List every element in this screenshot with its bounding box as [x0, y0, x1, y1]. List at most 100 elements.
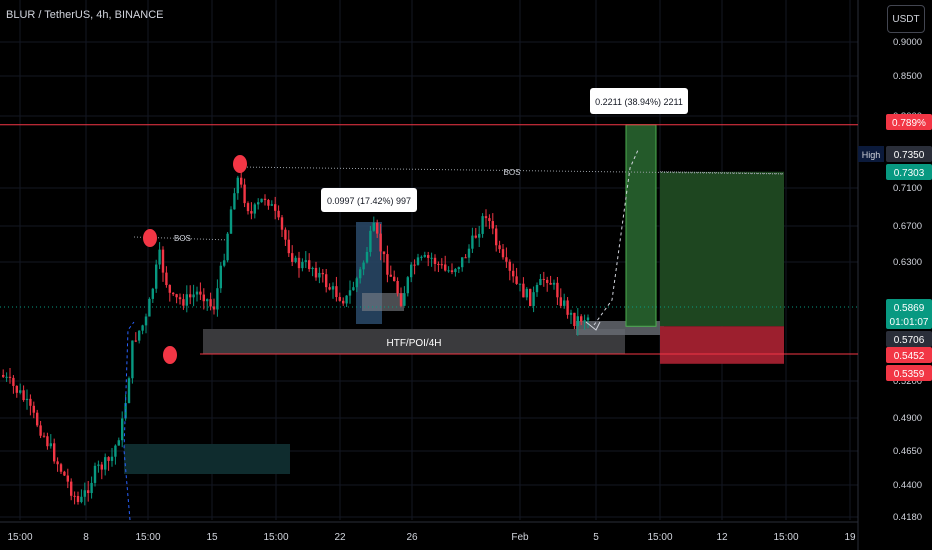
price-tag [886, 164, 932, 180]
profit-zone [660, 171, 784, 327]
candle [12, 377, 15, 386]
candle [488, 218, 491, 222]
candle [471, 235, 474, 249]
candle [192, 294, 195, 298]
candle [216, 288, 219, 310]
candle [83, 490, 86, 497]
measure-label-2-box [590, 88, 688, 114]
measure-box-2 [625, 124, 657, 327]
price-tag [886, 331, 932, 347]
price-tag-label: 0.7350 [894, 150, 925, 161]
price-tag-label: 0.5706 [894, 335, 925, 346]
candle [114, 445, 117, 457]
candle [369, 230, 372, 252]
candle [406, 277, 409, 294]
candle [464, 257, 467, 259]
candle [427, 255, 430, 258]
candle [49, 443, 52, 447]
x-tick-label: 26 [406, 532, 418, 543]
candle [586, 317, 590, 321]
candle [46, 436, 49, 447]
x-tick-label: 15 [206, 532, 218, 543]
y-tick-label: 0.4650 [893, 446, 922, 457]
candle [144, 316, 148, 326]
candle [345, 295, 348, 304]
x-tick-label: 19 [844, 532, 856, 543]
candle [155, 264, 158, 289]
candle [467, 248, 471, 258]
x-tick-label: 15:00 [7, 532, 32, 543]
candle [226, 233, 229, 261]
candle [56, 461, 59, 465]
candle [413, 264, 416, 266]
y-tick-label: 0.4180 [893, 512, 922, 523]
candle [321, 272, 324, 275]
poi-zone [203, 329, 625, 354]
candle [165, 272, 168, 286]
target-line [659, 171, 785, 175]
x-tick-label: Feb [511, 532, 529, 543]
candle [430, 257, 433, 259]
candle [416, 257, 420, 265]
poi-zone-label: HTF/POI/4H [386, 338, 441, 349]
candle [22, 390, 25, 401]
candle [563, 300, 566, 306]
candle [444, 264, 447, 271]
currency-button[interactable]: USDT [887, 5, 925, 33]
candle [518, 283, 522, 285]
candle [161, 249, 165, 273]
candle [549, 282, 552, 285]
candle [461, 257, 464, 268]
candle [454, 269, 457, 273]
price-tag-label: 0.5359 [894, 369, 925, 380]
high-tag-prefix: High [862, 150, 881, 160]
candle [437, 263, 440, 265]
candle [399, 293, 403, 306]
candle [535, 285, 539, 293]
candle [525, 288, 528, 298]
swing-point-marker [143, 229, 157, 247]
candle [189, 294, 192, 298]
candle [15, 385, 18, 393]
candle [100, 464, 103, 470]
measure-label-1-box [321, 188, 417, 212]
candle [515, 276, 518, 284]
candle [433, 257, 437, 264]
candle [491, 221, 494, 229]
candle [280, 217, 284, 230]
candle [236, 177, 239, 194]
candle [260, 198, 263, 203]
candle [121, 418, 124, 441]
candle [539, 278, 542, 286]
y-tick-label: 0.7100 [893, 183, 922, 194]
candle [199, 291, 202, 295]
candle [546, 279, 549, 283]
candle [141, 325, 144, 331]
candle [556, 282, 559, 298]
swing-point-marker [233, 155, 247, 173]
candle [90, 482, 93, 494]
candle [508, 261, 511, 271]
candle [127, 378, 131, 404]
candle [348, 290, 352, 296]
candle [240, 177, 243, 185]
candle [134, 340, 137, 342]
candle [372, 222, 375, 231]
price-tag-label: 0.5452 [894, 351, 925, 362]
candle [505, 257, 508, 262]
candle [318, 272, 321, 278]
x-tick-label: 12 [716, 532, 728, 543]
x-tick-label: 5 [593, 532, 599, 543]
high-tag-prefix-box [858, 146, 884, 162]
candle [580, 316, 583, 322]
candle [185, 294, 188, 306]
candle [478, 233, 481, 238]
y-tick-label: 0.9000 [893, 37, 922, 48]
candle [311, 267, 314, 270]
chart-title: BLUR / TetherUS, 4h, BINANCE [6, 9, 164, 21]
candle [36, 412, 39, 426]
candle [396, 281, 399, 294]
candle [32, 405, 35, 413]
candle [76, 495, 80, 502]
